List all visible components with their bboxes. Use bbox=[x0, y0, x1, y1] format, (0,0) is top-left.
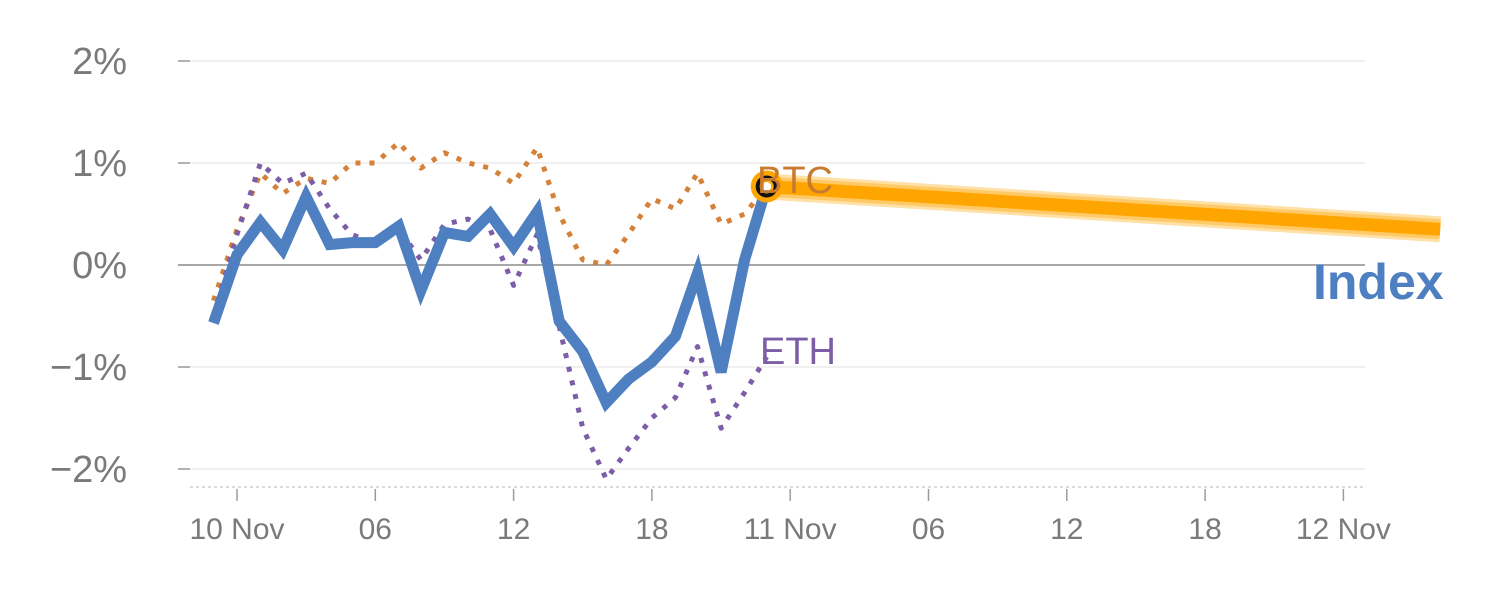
y-tick-label: −2% bbox=[50, 449, 127, 491]
x-tick-label: 12 Nov bbox=[1296, 513, 1391, 546]
current-value-marker-ring bbox=[755, 175, 778, 198]
x-tick-label: 06 bbox=[912, 513, 945, 546]
y-tick-label: 2% bbox=[72, 41, 127, 83]
series-labels: BTC ETH Index bbox=[757, 160, 1444, 373]
x-tick-label: 06 bbox=[359, 513, 392, 546]
y-tick-label: 0% bbox=[72, 245, 127, 287]
eth-series-label: ETH bbox=[760, 331, 836, 373]
x-tick-label: 18 bbox=[1188, 513, 1221, 546]
current-value-marker-dot bbox=[762, 181, 772, 191]
x-tick-label: 10 Nov bbox=[189, 513, 284, 546]
x-tick-label: 12 bbox=[1050, 513, 1083, 546]
grid-layer bbox=[178, 60, 1365, 470]
x-tick-label: 18 bbox=[635, 513, 668, 546]
y-tick-label: −1% bbox=[50, 347, 127, 389]
eth-series-line bbox=[211, 160, 769, 482]
x-axis: 10 Nov 06 12 18 11 Nov 06 12 18 12 Nov bbox=[189, 486, 1391, 546]
x-tick-label: 11 Nov bbox=[744, 513, 837, 546]
y-tick-label: 1% bbox=[72, 143, 127, 185]
series-layer bbox=[208, 140, 1442, 482]
index-series-line bbox=[208, 183, 772, 413]
forecast-line bbox=[766, 180, 1441, 236]
y-axis: 2% 1% 0% −1% −2% bbox=[50, 41, 190, 491]
btc-series-label: BTC bbox=[757, 160, 833, 202]
index-series-label: Index bbox=[1313, 254, 1444, 310]
x-tick-label: 12 bbox=[497, 513, 530, 546]
